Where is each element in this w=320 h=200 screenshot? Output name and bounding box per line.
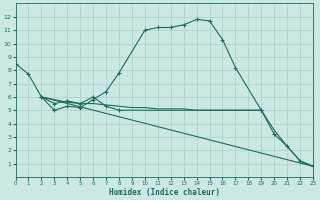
X-axis label: Humidex (Indice chaleur): Humidex (Indice chaleur) [109, 188, 220, 197]
